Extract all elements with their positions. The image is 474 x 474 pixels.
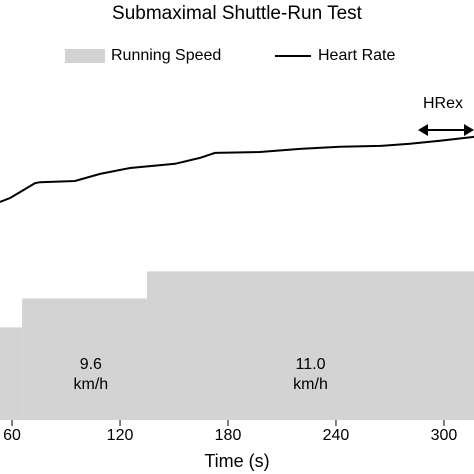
heart-rate-line (0, 135, 474, 203)
speed-step (22, 298, 148, 420)
chart-title: Submaximal Shuttle-Run Test (112, 3, 363, 24)
speed-label: km/h (293, 376, 328, 393)
x-tick-label: 300 (431, 427, 458, 444)
speed-label: 9.6 (80, 356, 102, 373)
legend-label: Running Speed (111, 47, 221, 64)
x-tick-label: 180 (215, 427, 242, 444)
speed-label: 11.0 (296, 356, 326, 373)
x-tick-label: 240 (323, 427, 350, 444)
x-tick-label: 120 (107, 427, 134, 444)
x-axis-label: Time (s) (204, 451, 269, 471)
legend-label: Heart Rate (318, 47, 395, 64)
legend-swatch (65, 49, 105, 63)
x-tick-label: 60 (3, 427, 21, 444)
speed-step (0, 327, 23, 420)
speed-label: km/h (73, 376, 108, 393)
speed-step (147, 271, 474, 420)
annotation-arrow (418, 124, 474, 136)
annotation: HRex (423, 95, 463, 112)
